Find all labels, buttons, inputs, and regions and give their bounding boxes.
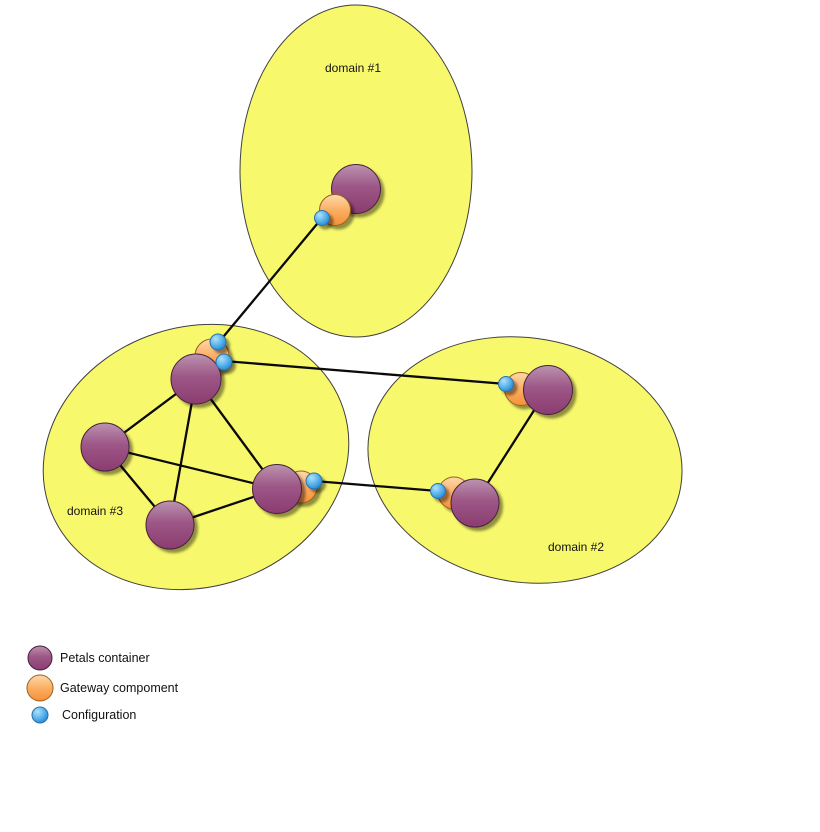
- configuration-circle: [430, 483, 446, 499]
- node-d3-top: [170, 333, 233, 405]
- configuration-circle: [498, 376, 514, 392]
- domain-1-label: domain #1: [325, 61, 381, 75]
- legend: Petals container Gateway compoment Configu…: [26, 645, 179, 724]
- petals-container-circle: [252, 464, 302, 514]
- legend-petals-container-swatch: [27, 645, 53, 671]
- domains-layer: [42, 4, 683, 591]
- petals-container-circle: [450, 478, 500, 528]
- legend-gateway-component-swatch: [26, 674, 54, 702]
- node-d2-lower: [430, 476, 500, 528]
- domain-3-label: domain #3: [67, 504, 123, 518]
- edge-d1-config-to-d3-top-config: [217, 216, 324, 344]
- legend-configuration-label: Configuration: [62, 708, 136, 722]
- domain-2-ellipse: [367, 336, 683, 584]
- node-d3-bottom: [145, 500, 195, 550]
- domain-3-ellipse: [42, 323, 350, 591]
- petals-container-circle: [145, 500, 195, 550]
- petals-container-circle: [170, 353, 222, 405]
- petals-container-circle: [80, 422, 130, 472]
- nodes-layer: [80, 164, 573, 550]
- configuration-circle: [314, 210, 330, 226]
- legend-configuration-swatch: [31, 706, 49, 724]
- configuration-circle: [209, 333, 227, 351]
- edge-d3-left-to-right: [103, 445, 279, 491]
- legend-petals-container-label: Petals container: [60, 651, 150, 665]
- configuration-circle: [305, 472, 323, 490]
- edge-d3-right-config-to-d2-lower: [312, 479, 440, 493]
- node-d2-upper: [498, 365, 573, 415]
- edge-d3-top-config-to-d2-upper: [222, 359, 508, 386]
- petals-container-circle: [523, 365, 573, 415]
- node-d3-left: [80, 422, 130, 472]
- legend-gateway-component-label: Gateway compoment: [60, 681, 179, 695]
- node-d1: [314, 164, 381, 226]
- domain-labels-layer: domain #1 domain #2 domain #3: [67, 61, 604, 554]
- node-d3-right: [252, 464, 323, 514]
- configuration-circle: [215, 353, 233, 371]
- domain-2-label: domain #2: [548, 540, 604, 554]
